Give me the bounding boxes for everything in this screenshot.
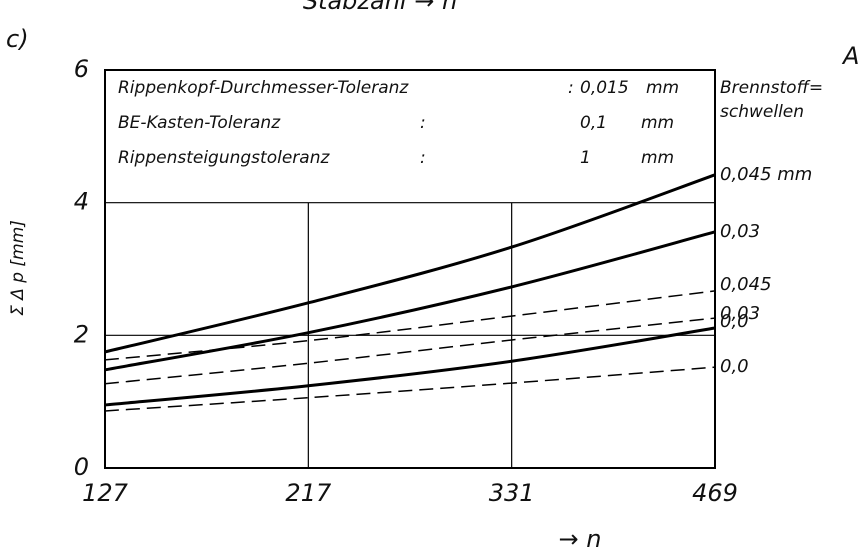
info-unit: mm bbox=[641, 148, 674, 168]
info-sep: : bbox=[568, 78, 574, 98]
x-tick-label: 469 bbox=[692, 479, 738, 507]
info-value: 0,1 bbox=[580, 113, 607, 133]
series-label: 0,03 bbox=[720, 303, 760, 324]
info-sep: : bbox=[420, 113, 426, 133]
x-tick-label: 217 bbox=[285, 479, 332, 507]
info-sep: : bbox=[420, 148, 426, 168]
info-unit: mm bbox=[646, 78, 679, 98]
panel-label: c) bbox=[6, 25, 29, 53]
series-line bbox=[104, 290, 716, 361]
x-tick-label: 331 bbox=[489, 479, 535, 507]
x-tick-label: 127 bbox=[82, 479, 129, 507]
legend-title: schwellen bbox=[720, 102, 804, 122]
series-label: 0,045 bbox=[720, 274, 772, 295]
series-label: 0,0 bbox=[720, 356, 749, 377]
info-name: BE-Kasten-Toleranz bbox=[118, 113, 281, 133]
info-name: Rippensteigungstoleranz bbox=[118, 148, 330, 168]
series-label: 0,03 bbox=[720, 221, 760, 242]
y-tick-label: 2 bbox=[74, 320, 89, 348]
series-line bbox=[104, 366, 716, 412]
chart-title: Stabzahl → n bbox=[303, 0, 457, 15]
info-value: 0,015 bbox=[580, 78, 629, 98]
y-axis-label: Σ Δ p [mm] bbox=[8, 220, 28, 316]
series-line bbox=[104, 317, 716, 385]
y-tick-label: 0 bbox=[74, 453, 89, 481]
series-line bbox=[104, 230, 716, 372]
series-line bbox=[104, 326, 716, 407]
series-line bbox=[104, 173, 716, 354]
legend-title: Brennstoff= bbox=[720, 78, 823, 98]
y-tick-label: 4 bbox=[74, 188, 89, 216]
series-label: 0,0 bbox=[720, 311, 749, 332]
y-tick-label: 6 bbox=[74, 55, 89, 83]
series-label: 0,045 mm bbox=[720, 164, 812, 185]
info-value: 1 bbox=[580, 148, 591, 168]
x-axis-label: → n bbox=[559, 525, 602, 550]
corner-label: A bbox=[841, 42, 858, 70]
info-unit: mm bbox=[641, 113, 674, 133]
info-name: Rippenkopf-Durchmesser-Toleranz bbox=[118, 78, 409, 98]
